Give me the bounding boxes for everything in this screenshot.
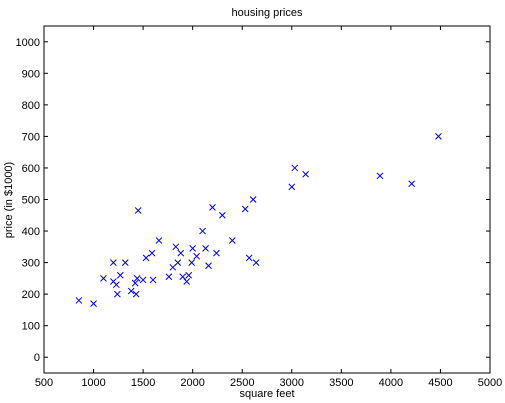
data-point-marker	[199, 227, 206, 235]
chart-title: housing prices	[232, 7, 303, 19]
data-point-marker	[139, 276, 147, 284]
data-point-marker	[155, 237, 163, 244]
plot-frame	[43, 25, 491, 374]
data-point-marker	[241, 205, 249, 213]
data-point-marker	[219, 211, 226, 219]
x-tick-label: 3000	[280, 377, 304, 389]
data-point-marker	[205, 262, 212, 270]
data-point-marker	[228, 237, 236, 244]
data-point-marker	[252, 259, 260, 266]
data-point-marker	[113, 290, 121, 298]
data-point-marker	[116, 271, 124, 279]
data-point-marker	[75, 297, 83, 304]
y-tick-label: 600	[22, 163, 40, 175]
x-tick-label: 5000	[478, 377, 502, 389]
y-tick-label: 200	[22, 289, 40, 301]
x-tick-label: 1500	[131, 377, 155, 389]
x-tick-label: 3500	[329, 377, 353, 389]
x-tick-label: 2500	[230, 377, 254, 389]
data-point-marker	[408, 180, 416, 188]
data-point-marker	[172, 243, 180, 251]
data-point-marker	[188, 259, 196, 266]
data-points	[75, 133, 442, 307]
y-tick-label: 100	[22, 321, 40, 333]
data-point-marker	[249, 196, 257, 203]
data-point-marker	[435, 133, 442, 140]
data-point-marker	[110, 259, 117, 266]
data-point-marker	[245, 254, 253, 262]
data-point-marker	[291, 164, 299, 172]
data-point-marker	[90, 300, 97, 307]
data-point-marker	[302, 170, 310, 178]
y-tick-label: 300	[22, 258, 40, 270]
x-tick-label: 1000	[81, 377, 105, 389]
y-axis: 0 100 200 300 400 500 600 700 800 900 1000	[16, 37, 490, 364]
y-tick-label: 0	[34, 352, 40, 364]
data-point-marker	[202, 245, 209, 252]
data-point-marker	[177, 249, 185, 257]
data-point-marker	[132, 290, 140, 298]
data-point-marker	[142, 254, 150, 262]
x-tick-label: 2000	[180, 377, 204, 389]
data-point-marker	[174, 259, 182, 266]
data-point-marker	[121, 259, 129, 266]
data-point-marker	[131, 279, 139, 287]
data-point-marker	[165, 273, 173, 281]
data-point-marker	[100, 275, 107, 282]
data-point-marker	[133, 275, 141, 282]
x-tick-label: 4000	[379, 377, 403, 389]
data-point-marker	[288, 183, 296, 191]
x-axis: 500 1000 1500 2000 2500 3000 3500 4000 4500 5000	[35, 26, 502, 389]
x-axis-label: square feet	[239, 388, 294, 400]
data-point-marker	[213, 249, 220, 257]
data-point-marker	[189, 245, 197, 252]
y-tick-label: 1000	[16, 37, 40, 49]
y-tick-label: 400	[22, 226, 40, 238]
plot-area	[43, 25, 491, 374]
data-point-marker	[127, 287, 135, 295]
y-tick-label: 500	[22, 195, 40, 207]
data-point-marker	[149, 276, 157, 284]
data-point-marker	[376, 172, 384, 180]
data-point-marker	[148, 249, 156, 257]
y-tick-label: 700	[22, 131, 40, 143]
y-tick-label: 900	[22, 68, 40, 80]
data-point-marker	[112, 281, 120, 289]
y-axis-label: price (in $1000)	[3, 162, 15, 238]
y-tick-label: 800	[22, 100, 40, 112]
x-tick-label: 4500	[428, 377, 452, 389]
data-point-marker	[183, 278, 191, 285]
data-point-marker	[209, 204, 216, 211]
data-point-marker	[193, 252, 200, 260]
x-tick-label: 500	[35, 377, 53, 389]
data-point-marker	[134, 207, 142, 214]
data-point-marker	[185, 271, 193, 279]
data-point-marker	[179, 273, 187, 281]
